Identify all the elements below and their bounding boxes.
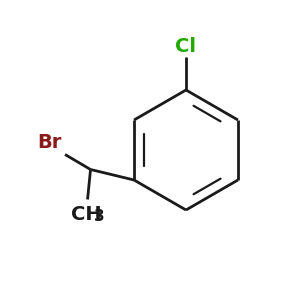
Text: CH: CH	[71, 206, 101, 224]
Text: Cl: Cl	[176, 37, 197, 56]
Text: Br: Br	[38, 134, 62, 152]
Text: 3: 3	[94, 209, 105, 224]
